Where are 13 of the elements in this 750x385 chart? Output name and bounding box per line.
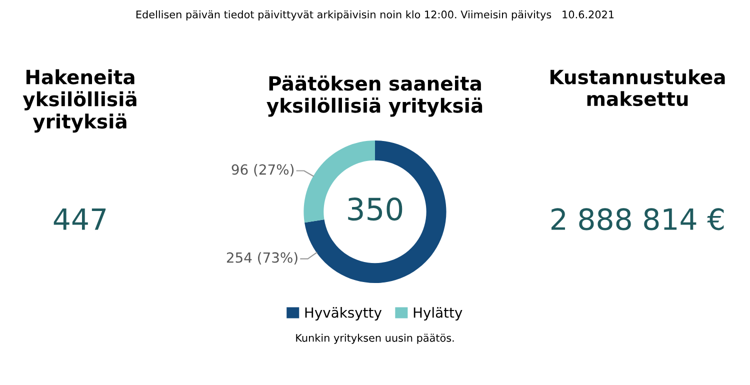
donut-slice <box>304 140 446 284</box>
text: Kunkin yrityksen uusin päätös. <box>296 334 454 344</box>
text: Kustannustukea maksettu <box>550 69 725 106</box>
data-label: 254 (73%) <box>226 252 298 264</box>
text: 447 <box>54 208 106 230</box>
chart-title: Päätöksen saaneita yksilöllisiä yrityksiä <box>266 75 482 117</box>
text: Edellisen päivän tiedot päivittyvät arkipäivisin noin klo 12:00. Viimeisin päivitys 10.6.2021 <box>136 10 614 20</box>
legend-label: Hyväksytty <box>305 307 382 320</box>
data-label: 96 (27%) <box>232 164 294 176</box>
text: 2 888 814 € <box>552 208 724 230</box>
text: Hakeneita yksilöllisiä yrityksiä <box>22 69 136 133</box>
text: 350 <box>348 198 402 221</box>
legend-label: Hylätty <box>414 307 462 320</box>
